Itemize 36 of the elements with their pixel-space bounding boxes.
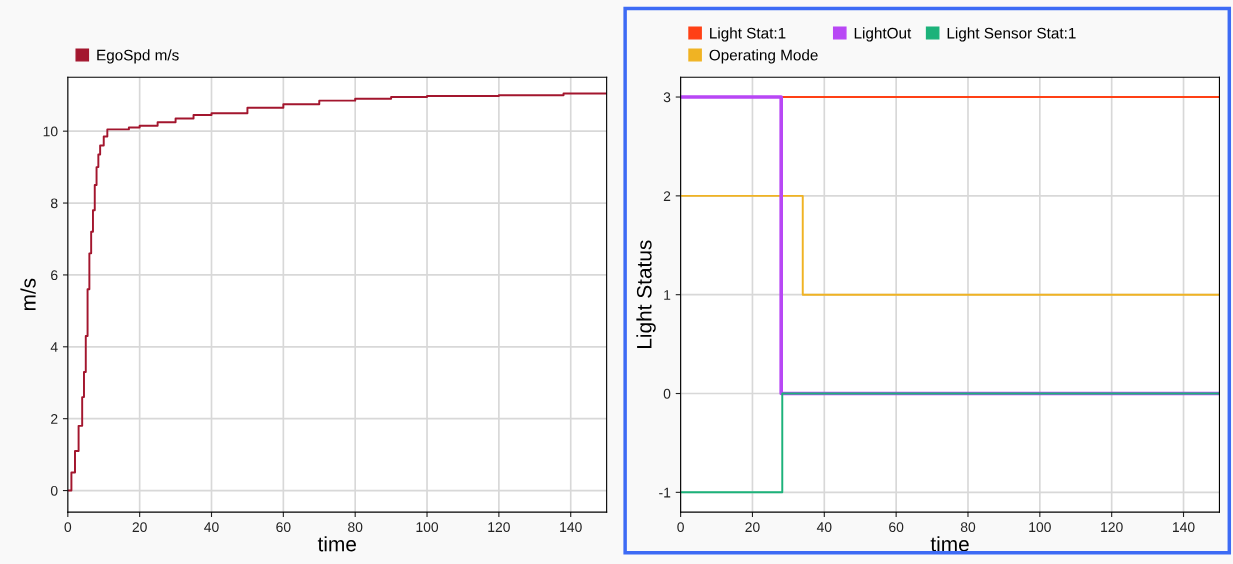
x-tick-label: 60 <box>889 522 904 533</box>
y-tick-label: 0 <box>50 485 58 496</box>
legend-label: Light Sensor Stat:1 <box>947 27 1076 42</box>
y-tick-label: 6 <box>51 270 58 281</box>
y-tick-label: 2 <box>51 414 58 424</box>
x-tick-label: 140 <box>560 522 582 533</box>
x-tick-label: 20 <box>745 522 760 533</box>
legend-label: EgoSpd m/s <box>97 49 179 64</box>
y-tick-label: 0 <box>663 388 671 399</box>
x-tick-label: 0 <box>64 522 72 533</box>
x-tick-label: 60 <box>276 522 291 533</box>
x-tick-label: 100 <box>416 522 439 533</box>
legend-label: Operating Mode <box>709 49 818 64</box>
y-tick-label: 2 <box>663 191 671 201</box>
y-tick-label: -1 <box>659 487 671 498</box>
x-tick-label: 0 <box>677 522 684 533</box>
x-tick-label: 40 <box>816 522 832 533</box>
x-tick-label: 120 <box>488 522 510 533</box>
x-tick-label: 40 <box>204 522 219 533</box>
y-tick-label: 3 <box>663 92 671 103</box>
y-tick-label: 4 <box>50 342 58 352</box>
y-axis-title: Light Status <box>636 240 656 348</box>
x-tick-label: 80 <box>960 522 976 533</box>
x-tick-label: 120 <box>1101 522 1123 533</box>
x-axis-title: time <box>317 536 356 552</box>
legend-label: Light Stat:1 <box>710 27 786 42</box>
x-tick-label: 20 <box>132 522 147 533</box>
legend-label: LightOut <box>854 27 912 42</box>
x-tick-label: 140 <box>1172 522 1195 533</box>
y-tick-label: 1 <box>664 290 671 300</box>
x-tick-label: 80 <box>348 522 363 533</box>
y-axis-title: m/s <box>20 278 36 311</box>
x-axis-title: time <box>930 536 969 552</box>
y-tick-label: 8 <box>50 198 58 209</box>
y-tick-label: 10 <box>43 126 58 137</box>
x-tick-label: 100 <box>1029 522 1051 533</box>
